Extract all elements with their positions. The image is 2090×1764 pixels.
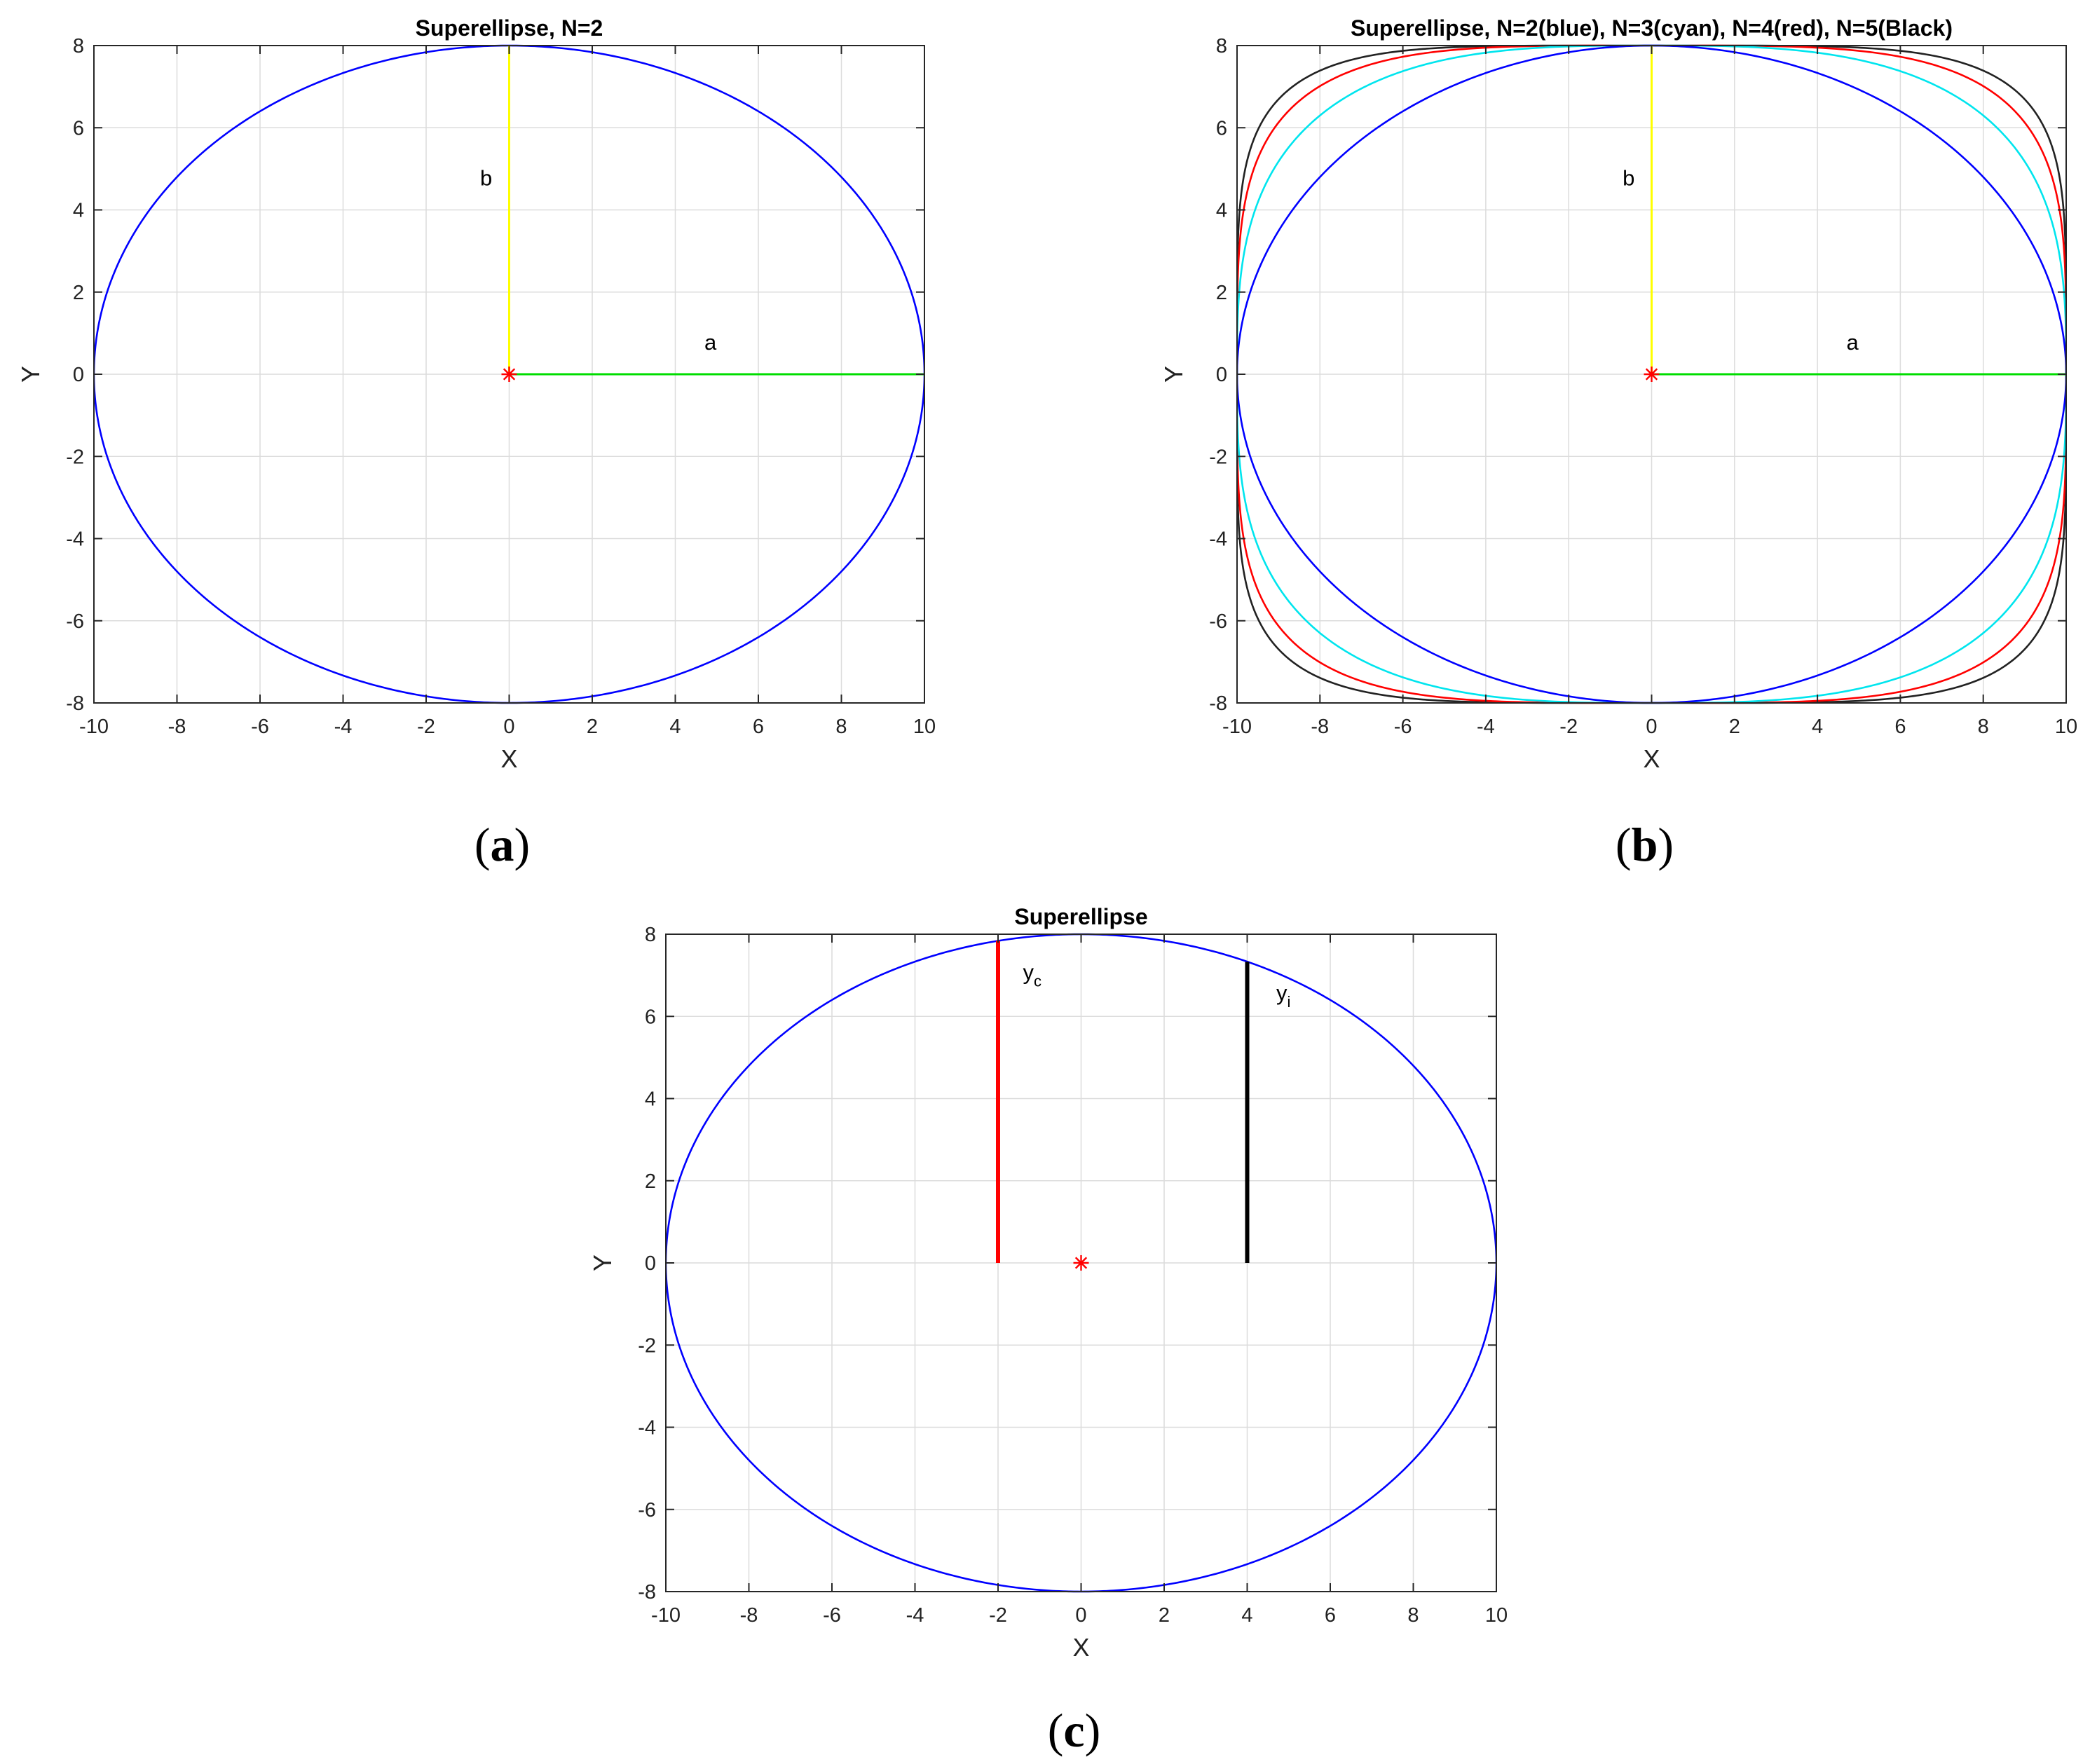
center-marker (501, 367, 517, 382)
x-tick-label: 4 (1812, 716, 1823, 738)
x-tick-label: -6 (1394, 716, 1412, 738)
panel-a: -10 -8 -6 -4 -2 0 2 4 6 8 10-8-6-4-202468Superelli… (16, 15, 936, 871)
y-tick-label: -8 (638, 1581, 656, 1604)
annotation-label: yc (1023, 959, 1042, 990)
y-tick-label: -6 (66, 610, 84, 633)
x-axis-label: X (1643, 744, 1660, 773)
marker-stroke (503, 368, 516, 381)
chart-title: Superellipse, N=2(blue), N=3(cyan), N=4(… (1351, 15, 1953, 41)
x-tick-label: 8 (1407, 1604, 1419, 1627)
y-tick-label: 6 (1216, 117, 1227, 139)
y-tick-label: -6 (638, 1499, 656, 1522)
x-tick-label: 2 (587, 716, 598, 738)
x-tick-label: 2 (1159, 1604, 1170, 1627)
x-tick-label: 8 (1978, 716, 1989, 738)
y-tick-label: 4 (645, 1088, 656, 1111)
chart-title: Superellipse (1014, 904, 1147, 929)
panel-label: (c) (1048, 1704, 1101, 1757)
y-axis-label: Y (1159, 366, 1188, 383)
y-tick-label: 8 (645, 924, 656, 946)
superellipse-curve-n3 (1237, 44, 2066, 704)
x-tick-label: 0 (1646, 716, 1657, 738)
y-tick-label: -4 (1209, 528, 1227, 551)
x-tick-label: 6 (753, 716, 764, 738)
x-tick-label: 10 (1485, 1604, 1508, 1627)
superellipse-curve-n4 (1237, 44, 2066, 704)
y-tick-label: -2 (1209, 446, 1227, 468)
x-tick-label: -8 (1311, 716, 1329, 738)
annotation-label: yi (1276, 980, 1290, 1011)
y-tick-label: 0 (645, 1252, 656, 1275)
x-tick-label: 0 (1075, 1604, 1086, 1627)
y-tick-label: 4 (73, 200, 84, 222)
x-tick-label: -2 (989, 1604, 1007, 1627)
x-tick-label: 4 (669, 716, 681, 738)
x-tick-label: 0 (503, 716, 514, 738)
y-tick-label: 8 (73, 35, 84, 57)
x-tick-label: -6 (251, 716, 269, 738)
center-marker (1644, 367, 1660, 382)
marker-stroke (1645, 368, 1658, 381)
x-tick-label: -6 (823, 1604, 841, 1627)
x-axis-label: X (500, 744, 517, 773)
annotation-label: a (704, 330, 717, 355)
y-tick-label: -8 (1209, 692, 1227, 715)
x-tick-label: -8 (168, 716, 186, 738)
x-tick-label: 2 (1729, 716, 1740, 738)
x-tick-label: -4 (334, 716, 353, 738)
superellipse-curve-n5 (1237, 44, 2066, 704)
y-tick-label: -2 (638, 1334, 656, 1357)
y-tick-label: 6 (645, 1006, 656, 1028)
y-tick-label: -4 (66, 528, 84, 551)
x-tick-label: -8 (740, 1604, 758, 1627)
panel-label: (a) (474, 818, 530, 871)
y-axis-label: Y (16, 366, 45, 383)
y-tick-label: -4 (638, 1417, 656, 1440)
panel-label: (b) (1616, 818, 1674, 871)
y-tick-label: -8 (66, 692, 84, 715)
x-tick-label: 10 (913, 716, 936, 738)
superellipse-curve-n2 (666, 933, 1496, 1593)
x-tick-label: 10 (2055, 716, 2077, 738)
panel-c: -10 -8 -6 -4 -2 0 2 4 6 8 10-8-6-4-202468Superelli… (588, 904, 1508, 1757)
x-tick-label: 6 (1325, 1604, 1336, 1627)
x-tick-label: -10 (651, 1604, 681, 1627)
x-tick-label: -10 (1222, 716, 1252, 738)
marker-stroke (1074, 1257, 1088, 1269)
y-tick-label: -6 (1209, 610, 1227, 633)
x-tick-label: -4 (906, 1604, 924, 1627)
y-axis-label: Y (588, 1254, 617, 1271)
y-tick-label: -2 (66, 446, 84, 468)
annotation-label: a (1847, 330, 1859, 355)
x-tick-label: 8 (835, 716, 847, 738)
annotation-label: b (1623, 165, 1634, 190)
chart-title: Superellipse, N=2 (416, 15, 603, 41)
y-tick-label: 2 (1216, 282, 1227, 304)
x-tick-label: -2 (417, 716, 435, 738)
y-tick-label: 2 (645, 1170, 656, 1193)
superellipse-curve-n2 (94, 44, 924, 704)
center-marker (1073, 1255, 1089, 1271)
y-tick-label: 2 (73, 282, 84, 304)
x-tick-label: -10 (79, 716, 109, 738)
panel-b: -10 -8 -6 -4 -2 0 2 4 6 8 10-8-6-4-202468Superelli… (1159, 15, 2077, 871)
superellipse-curve-n2 (1237, 44, 2066, 704)
y-tick-label: 0 (1216, 364, 1227, 386)
y-tick-label: 0 (73, 364, 84, 386)
x-axis-label: X (1072, 1633, 1089, 1662)
annotation-label: b (480, 165, 492, 190)
y-tick-label: 4 (1216, 200, 1227, 222)
x-tick-label: 4 (1241, 1604, 1252, 1627)
x-tick-label: 6 (1894, 716, 1906, 738)
x-tick-label: -2 (1559, 716, 1578, 738)
x-tick-label: -4 (1477, 716, 1495, 738)
y-tick-label: 6 (73, 117, 84, 139)
y-tick-label: 8 (1216, 35, 1227, 57)
